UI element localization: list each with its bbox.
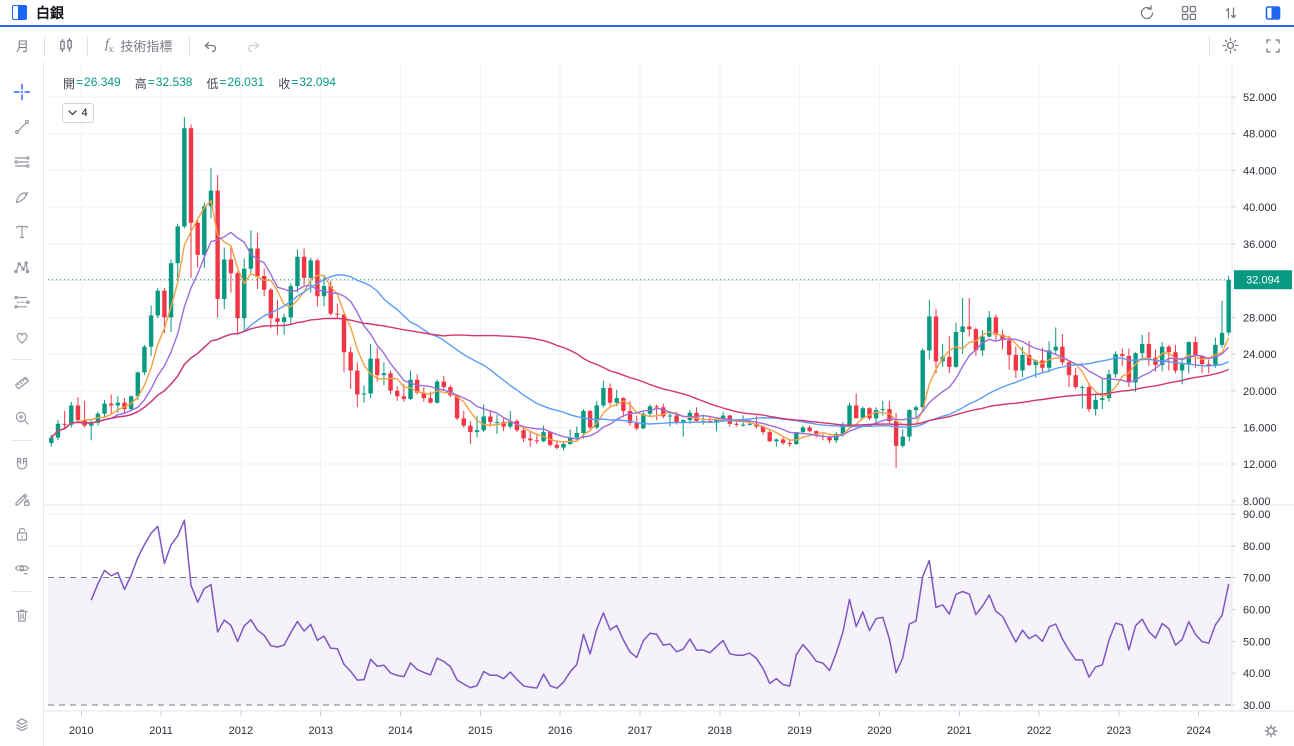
- svg-text:2011: 2011: [149, 725, 173, 737]
- svg-text:2015: 2015: [468, 725, 492, 737]
- svg-text:2020: 2020: [867, 725, 891, 737]
- object-tree-layers-icon[interactable]: [5, 712, 39, 738]
- text-tool-icon[interactable]: [5, 214, 39, 249]
- indicators-button[interactable]: fx 技術指標: [99, 35, 178, 56]
- drawing-toolbar: [0, 62, 44, 746]
- undo-icon[interactable]: [201, 37, 219, 55]
- close-value: 32.094: [299, 75, 336, 89]
- topbar: 白銀: [0, 0, 1294, 27]
- projection-icon[interactable]: [5, 284, 39, 319]
- svg-text:40.00: 40.00: [1243, 668, 1271, 680]
- svg-text:44.000: 44.000: [1243, 165, 1277, 177]
- favorites-heart-icon[interactable]: [5, 319, 39, 354]
- symbol-logo-icon: [12, 5, 27, 20]
- svg-text:28.000: 28.000: [1243, 312, 1277, 324]
- panel-right-icon[interactable]: [1264, 4, 1282, 22]
- fx-icon: fx: [105, 37, 114, 54]
- candlestick-style-icon[interactable]: [56, 36, 76, 56]
- svg-text:2013: 2013: [308, 725, 332, 737]
- interval-button[interactable]: 月: [12, 34, 33, 57]
- trash-icon[interactable]: [5, 597, 39, 632]
- close-label: 收: [278, 77, 291, 91]
- svg-text:48.000: 48.000: [1243, 129, 1277, 141]
- ohlc-legend: 開 = 26.349 高 = 32.538 低 = 26.031 收 = 32.094: [63, 75, 336, 91]
- chart-toolbar: 月 fx 技術指標: [0, 29, 1294, 62]
- sidebar-divider: [10, 359, 33, 360]
- toolbar-divider: [189, 35, 191, 56]
- svg-text:2021: 2021: [947, 725, 971, 737]
- open-label: 開: [63, 77, 76, 91]
- svg-text:60.00: 60.00: [1243, 604, 1271, 616]
- collapsed-count: 4: [81, 107, 88, 119]
- draw-lock-icon[interactable]: [5, 481, 39, 516]
- chevron-down-icon: [68, 110, 78, 116]
- svg-text:2023: 2023: [1107, 725, 1131, 737]
- sidebar-divider: [10, 591, 33, 592]
- svg-text:2012: 2012: [229, 725, 253, 737]
- sort-icon[interactable]: [1222, 4, 1240, 22]
- sidebar-divider: [10, 440, 33, 441]
- svg-text:90.00: 90.00: [1243, 509, 1271, 521]
- svg-text:2024: 2024: [1186, 725, 1210, 737]
- indicators-label: 技術指標: [120, 39, 173, 54]
- trend-line-icon[interactable]: [5, 109, 39, 144]
- svg-text:2017: 2017: [628, 725, 652, 737]
- toolbar-divider: [1209, 35, 1210, 56]
- svg-text:32.094: 32.094: [1246, 275, 1280, 287]
- redo-icon[interactable]: [245, 37, 263, 55]
- svg-text:30.00: 30.00: [1243, 700, 1271, 712]
- svg-text:80.00: 80.00: [1243, 541, 1271, 553]
- fib-retracement-icon[interactable]: [5, 144, 39, 179]
- svg-text:52.000: 52.000: [1243, 92, 1277, 104]
- svg-text:2010: 2010: [69, 725, 93, 737]
- svg-text:16.000: 16.000: [1243, 422, 1277, 434]
- ruler-icon[interactable]: [5, 365, 39, 400]
- hide-eye-icon[interactable]: [5, 551, 39, 586]
- layout-grid-icon[interactable]: [1180, 4, 1198, 22]
- low-label: 低: [206, 77, 219, 91]
- svg-text:70.00: 70.00: [1243, 573, 1271, 585]
- brush-icon[interactable]: [5, 179, 39, 214]
- high-label: 高: [134, 77, 147, 91]
- svg-text:2019: 2019: [787, 725, 811, 737]
- svg-text:2018: 2018: [708, 725, 732, 737]
- refresh-icon[interactable]: [1138, 4, 1156, 22]
- chart-canvas[interactable]: 2010 2011 2012 2013 2014 2015 2016 2017 2018 2019…: [44, 62, 1294, 746]
- svg-text:2022: 2022: [1027, 725, 1051, 737]
- svg-text:2016: 2016: [548, 725, 572, 737]
- toolbar-divider: [44, 35, 46, 56]
- open-value: 26.349: [84, 75, 121, 89]
- svg-text:20.000: 20.000: [1243, 386, 1277, 398]
- symbol-title: 白銀: [36, 4, 64, 21]
- fullscreen-icon[interactable]: [1264, 37, 1282, 55]
- lock-icon[interactable]: [5, 516, 39, 551]
- low-value: 26.031: [227, 75, 265, 89]
- time-axis-settings-gear-icon[interactable]: [1264, 724, 1278, 738]
- chart-area: 2010 2011 2012 2013 2014 2015 2016 2017 2018 2019…: [44, 62, 1294, 746]
- toolbar-divider: [87, 35, 89, 56]
- crosshair-icon[interactable]: [5, 74, 39, 109]
- svg-text:12.000: 12.000: [1243, 459, 1277, 471]
- svg-text:24.000: 24.000: [1243, 349, 1277, 361]
- magnet-icon[interactable]: [5, 446, 39, 481]
- svg-text:40.000: 40.000: [1243, 202, 1277, 214]
- indicators-collapse-badge[interactable]: 4: [62, 103, 94, 123]
- svg-text:50.00: 50.00: [1243, 636, 1271, 648]
- xabcd-pattern-icon[interactable]: [5, 249, 39, 284]
- high-value: 32.538: [155, 75, 193, 89]
- svg-text:8.000: 8.000: [1243, 496, 1271, 508]
- svg-text:36.000: 36.000: [1243, 239, 1277, 251]
- settings-gear-icon[interactable]: [1221, 36, 1240, 55]
- zoom-in-icon[interactable]: [5, 400, 39, 435]
- svg-text:2014: 2014: [388, 725, 412, 737]
